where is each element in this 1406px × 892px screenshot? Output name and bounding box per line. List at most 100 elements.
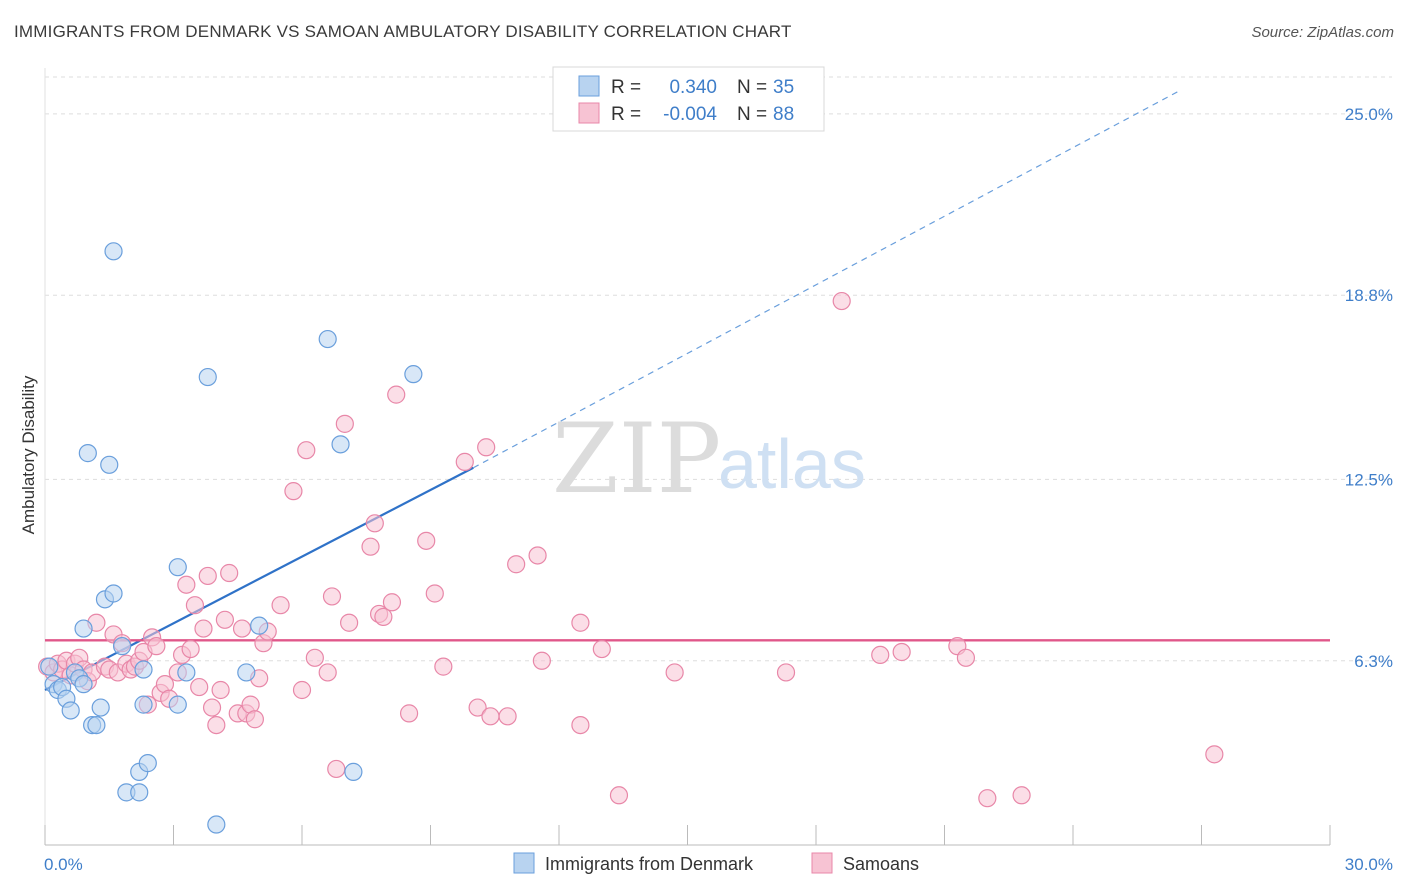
point-samoan-40 — [220, 563, 239, 583]
point-samoan-33 — [190, 677, 209, 697]
point-samoan-39 — [215, 610, 234, 629]
point-samoan-79 — [592, 639, 611, 659]
point-denmark-28 — [198, 367, 217, 387]
point-denmark-29 — [207, 815, 226, 834]
point-samoan-75 — [528, 546, 547, 565]
point-samoan-68 — [434, 657, 453, 676]
point-samoan-53 — [305, 648, 324, 667]
point-samoan-88 — [978, 789, 997, 808]
point-denmark-0 — [40, 657, 59, 676]
bottom-legend-swatch-blue — [513, 852, 535, 874]
point-samoan-69 — [455, 452, 474, 471]
point-samoan-65 — [399, 704, 419, 723]
x-tick-labels: 0.0% 30.0% — [44, 855, 1393, 874]
point-denmark-8 — [74, 675, 93, 694]
point-denmark-23 — [134, 660, 153, 679]
point-samoan-84 — [871, 645, 890, 665]
trend-lines — [44, 89, 1330, 691]
point-samoan-82 — [776, 663, 796, 682]
point-samoan-34 — [194, 619, 213, 638]
point-samoan-72 — [481, 707, 500, 726]
bottom-legend-swatch-pink — [811, 852, 833, 874]
point-samoan-73 — [498, 707, 517, 726]
point-samoan-76 — [532, 651, 551, 670]
axes — [44, 825, 1331, 846]
point-denmark-27 — [177, 663, 196, 682]
legend-swatch-pink — [578, 102, 600, 124]
legend-top: R = 0.340 N = 35 R = -0.004 N = 88 — [552, 66, 825, 132]
point-samoan-32 — [185, 596, 205, 615]
legend-swatch-blue — [578, 75, 600, 97]
point-denmark-18 — [112, 637, 132, 656]
point-samoan-57 — [335, 414, 354, 433]
point-samoan-83 — [832, 291, 851, 311]
legend-r-label-blue: R = — [611, 77, 641, 98]
point-denmark-31 — [250, 616, 269, 635]
point-samoan-24 — [147, 637, 166, 656]
point-samoan-90 — [1205, 745, 1224, 764]
x-tick-label-1: 30.0% — [1345, 855, 1393, 874]
legend-r-value-blue: 0.340 — [669, 77, 717, 98]
point-samoan-66 — [417, 531, 436, 550]
point-samoan-85 — [892, 642, 911, 662]
y-tick-label-3: 25.0% — [1345, 105, 1393, 124]
point-samoan-56 — [327, 759, 346, 779]
source-label: Source: ZipAtlas.com — [1251, 24, 1394, 41]
y-tick-label-1: 12.5% — [1345, 470, 1393, 489]
point-samoan-62 — [374, 607, 393, 626]
trend-line-denmark-extension — [473, 89, 1181, 469]
point-samoan-50 — [284, 482, 303, 501]
point-denmark-21 — [130, 783, 149, 802]
legend-n-value-blue: 35 — [773, 77, 794, 98]
bottom-legend-label-blue: Immigrants from Denmark — [545, 854, 754, 874]
point-samoan-78 — [571, 613, 590, 632]
point-denmark-9 — [74, 619, 93, 638]
point-samoan-80 — [609, 786, 629, 805]
point-samoan-64 — [387, 385, 406, 404]
point-denmark-10 — [78, 444, 97, 463]
point-samoan-37 — [207, 715, 226, 735]
point-denmark-30 — [237, 663, 256, 682]
legend-n-label-blue: N = — [737, 77, 767, 98]
grid-lines — [44, 68, 1392, 845]
point-denmark-33 — [331, 435, 350, 454]
point-samoan-38 — [211, 680, 230, 700]
point-samoan-54 — [318, 663, 337, 682]
legend-r-value-pink: -0.004 — [663, 104, 717, 125]
point-samoan-58 — [340, 613, 359, 632]
trend-line-denmark — [44, 466, 474, 691]
point-samoan-36 — [202, 698, 222, 717]
legend-bottom: Immigrants from Denmark Samoans — [513, 852, 919, 874]
point-samoan-67 — [425, 584, 444, 603]
point-samoan-70 — [468, 698, 487, 717]
point-samoan-52 — [297, 441, 316, 460]
point-samoan-77 — [571, 715, 590, 735]
point-samoan-71 — [477, 438, 496, 457]
point-denmark-17 — [104, 242, 123, 261]
point-samoan-60 — [365, 514, 384, 533]
point-denmark-25 — [168, 558, 187, 577]
watermark: ZIP atlas — [552, 403, 866, 515]
bottom-legend-label-pink: Samoans — [843, 854, 919, 874]
point-samoan-35 — [198, 566, 217, 586]
y-tick-label-0: 6.3% — [1354, 652, 1393, 671]
point-samoan-30 — [177, 575, 196, 594]
point-denmark-12 — [87, 715, 106, 735]
point-samoan-89 — [1012, 786, 1031, 805]
point-denmark-22 — [138, 754, 157, 773]
point-denmark-24 — [134, 695, 153, 714]
point-denmark-15 — [100, 455, 119, 474]
y-tick-label-2: 18.8% — [1345, 286, 1393, 305]
point-denmark-32 — [318, 329, 337, 349]
point-samoan-49 — [271, 596, 290, 615]
point-denmark-35 — [404, 365, 423, 384]
point-samoan-55 — [322, 587, 342, 606]
y-tick-labels: 6.3% 12.5% 18.8% 25.0% — [1345, 105, 1393, 671]
point-denmark-5 — [61, 701, 80, 720]
point-samoan-51 — [292, 680, 312, 700]
x-tick-label-0: 0.0% — [44, 855, 83, 874]
point-denmark-16 — [104, 584, 123, 603]
point-samoan-42 — [232, 619, 252, 638]
legend-n-label-pink: N = — [737, 104, 767, 125]
